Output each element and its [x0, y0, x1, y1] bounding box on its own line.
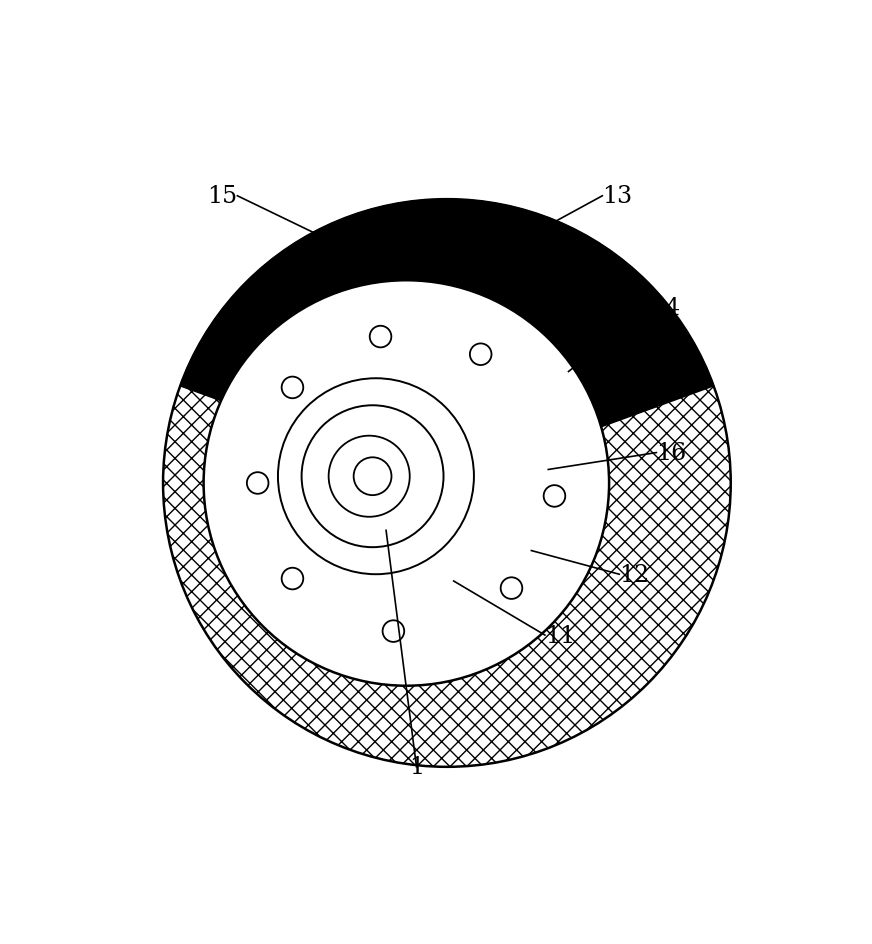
Text: 12: 12 — [619, 564, 650, 586]
Circle shape — [282, 568, 303, 590]
Text: 16: 16 — [657, 442, 686, 464]
Circle shape — [543, 485, 565, 507]
Circle shape — [501, 578, 522, 599]
Circle shape — [383, 620, 405, 642]
Wedge shape — [181, 200, 713, 483]
Text: 1: 1 — [409, 755, 424, 779]
Text: 14: 14 — [650, 296, 680, 319]
Circle shape — [282, 378, 303, 398]
Circle shape — [470, 344, 492, 365]
Text: 13: 13 — [603, 185, 632, 208]
Circle shape — [163, 200, 731, 767]
Text: 11: 11 — [545, 624, 576, 647]
Circle shape — [203, 281, 609, 686]
Circle shape — [370, 327, 392, 348]
Text: 15: 15 — [208, 185, 237, 208]
Circle shape — [247, 473, 269, 495]
Circle shape — [354, 458, 392, 496]
